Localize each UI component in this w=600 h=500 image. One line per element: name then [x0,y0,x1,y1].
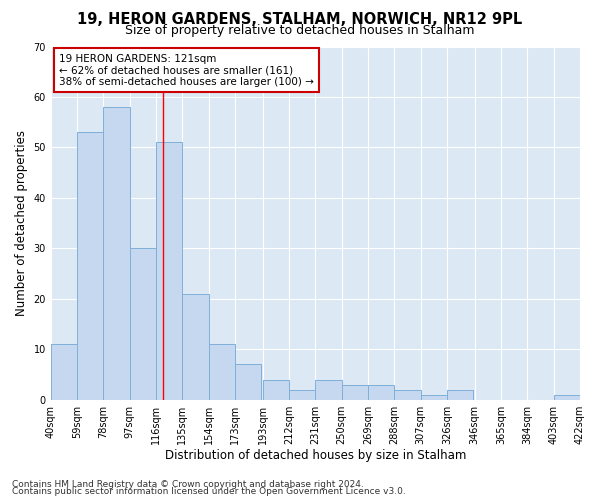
Bar [156,142,182,400]
Bar [289,390,316,400]
Text: 19, HERON GARDENS, STALHAM, NORWICH, NR12 9PL: 19, HERON GARDENS, STALHAM, NORWICH, NR1… [77,12,523,28]
Text: Contains public sector information licensed under the Open Government Licence v3: Contains public sector information licen… [12,488,406,496]
X-axis label: Distribution of detached houses by size in Stalham: Distribution of detached houses by size … [165,450,466,462]
Bar [394,390,421,400]
Bar [182,294,209,400]
Bar [235,364,262,400]
Text: Size of property relative to detached houses in Stalham: Size of property relative to detached ho… [125,24,475,37]
Bar [51,344,77,400]
Bar [421,394,447,400]
Bar [103,107,130,400]
Bar [447,390,473,400]
Bar [130,248,156,400]
Y-axis label: Number of detached properties: Number of detached properties [15,130,28,316]
Bar [209,344,235,400]
Bar [263,380,289,400]
Bar [316,380,342,400]
Text: 19 HERON GARDENS: 121sqm
← 62% of detached houses are smaller (161)
38% of semi-: 19 HERON GARDENS: 121sqm ← 62% of detach… [59,54,314,87]
Bar [342,384,368,400]
Bar [368,384,394,400]
Bar [77,132,103,400]
Bar [554,394,580,400]
Text: Contains HM Land Registry data © Crown copyright and database right 2024.: Contains HM Land Registry data © Crown c… [12,480,364,489]
